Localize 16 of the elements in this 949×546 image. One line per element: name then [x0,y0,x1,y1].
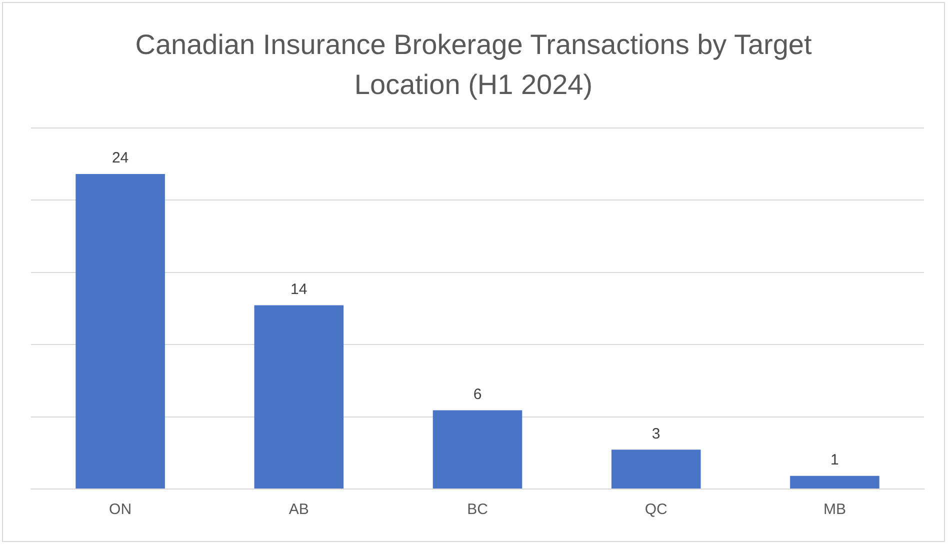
data-label: 1 [830,452,839,469]
data-label: 14 [290,280,308,298]
data-label: 24 [112,150,129,167]
x-tick-label: MB [823,501,846,518]
x-tick-label: BC [467,501,488,518]
data-label: 6 [473,386,482,403]
x-tick-label: QC [644,501,668,518]
chart-title: Canadian Insurance Brokerage Transactions by Target Location (H1 2024) [134,28,813,102]
bar [611,450,701,488]
x-tick-label: AB [288,501,309,518]
data-label: 3 [652,425,660,442]
bar [432,410,522,488]
x-tick-label: ON [109,501,132,518]
bar [790,476,880,488]
bar [254,305,344,488]
bar [76,174,165,488]
